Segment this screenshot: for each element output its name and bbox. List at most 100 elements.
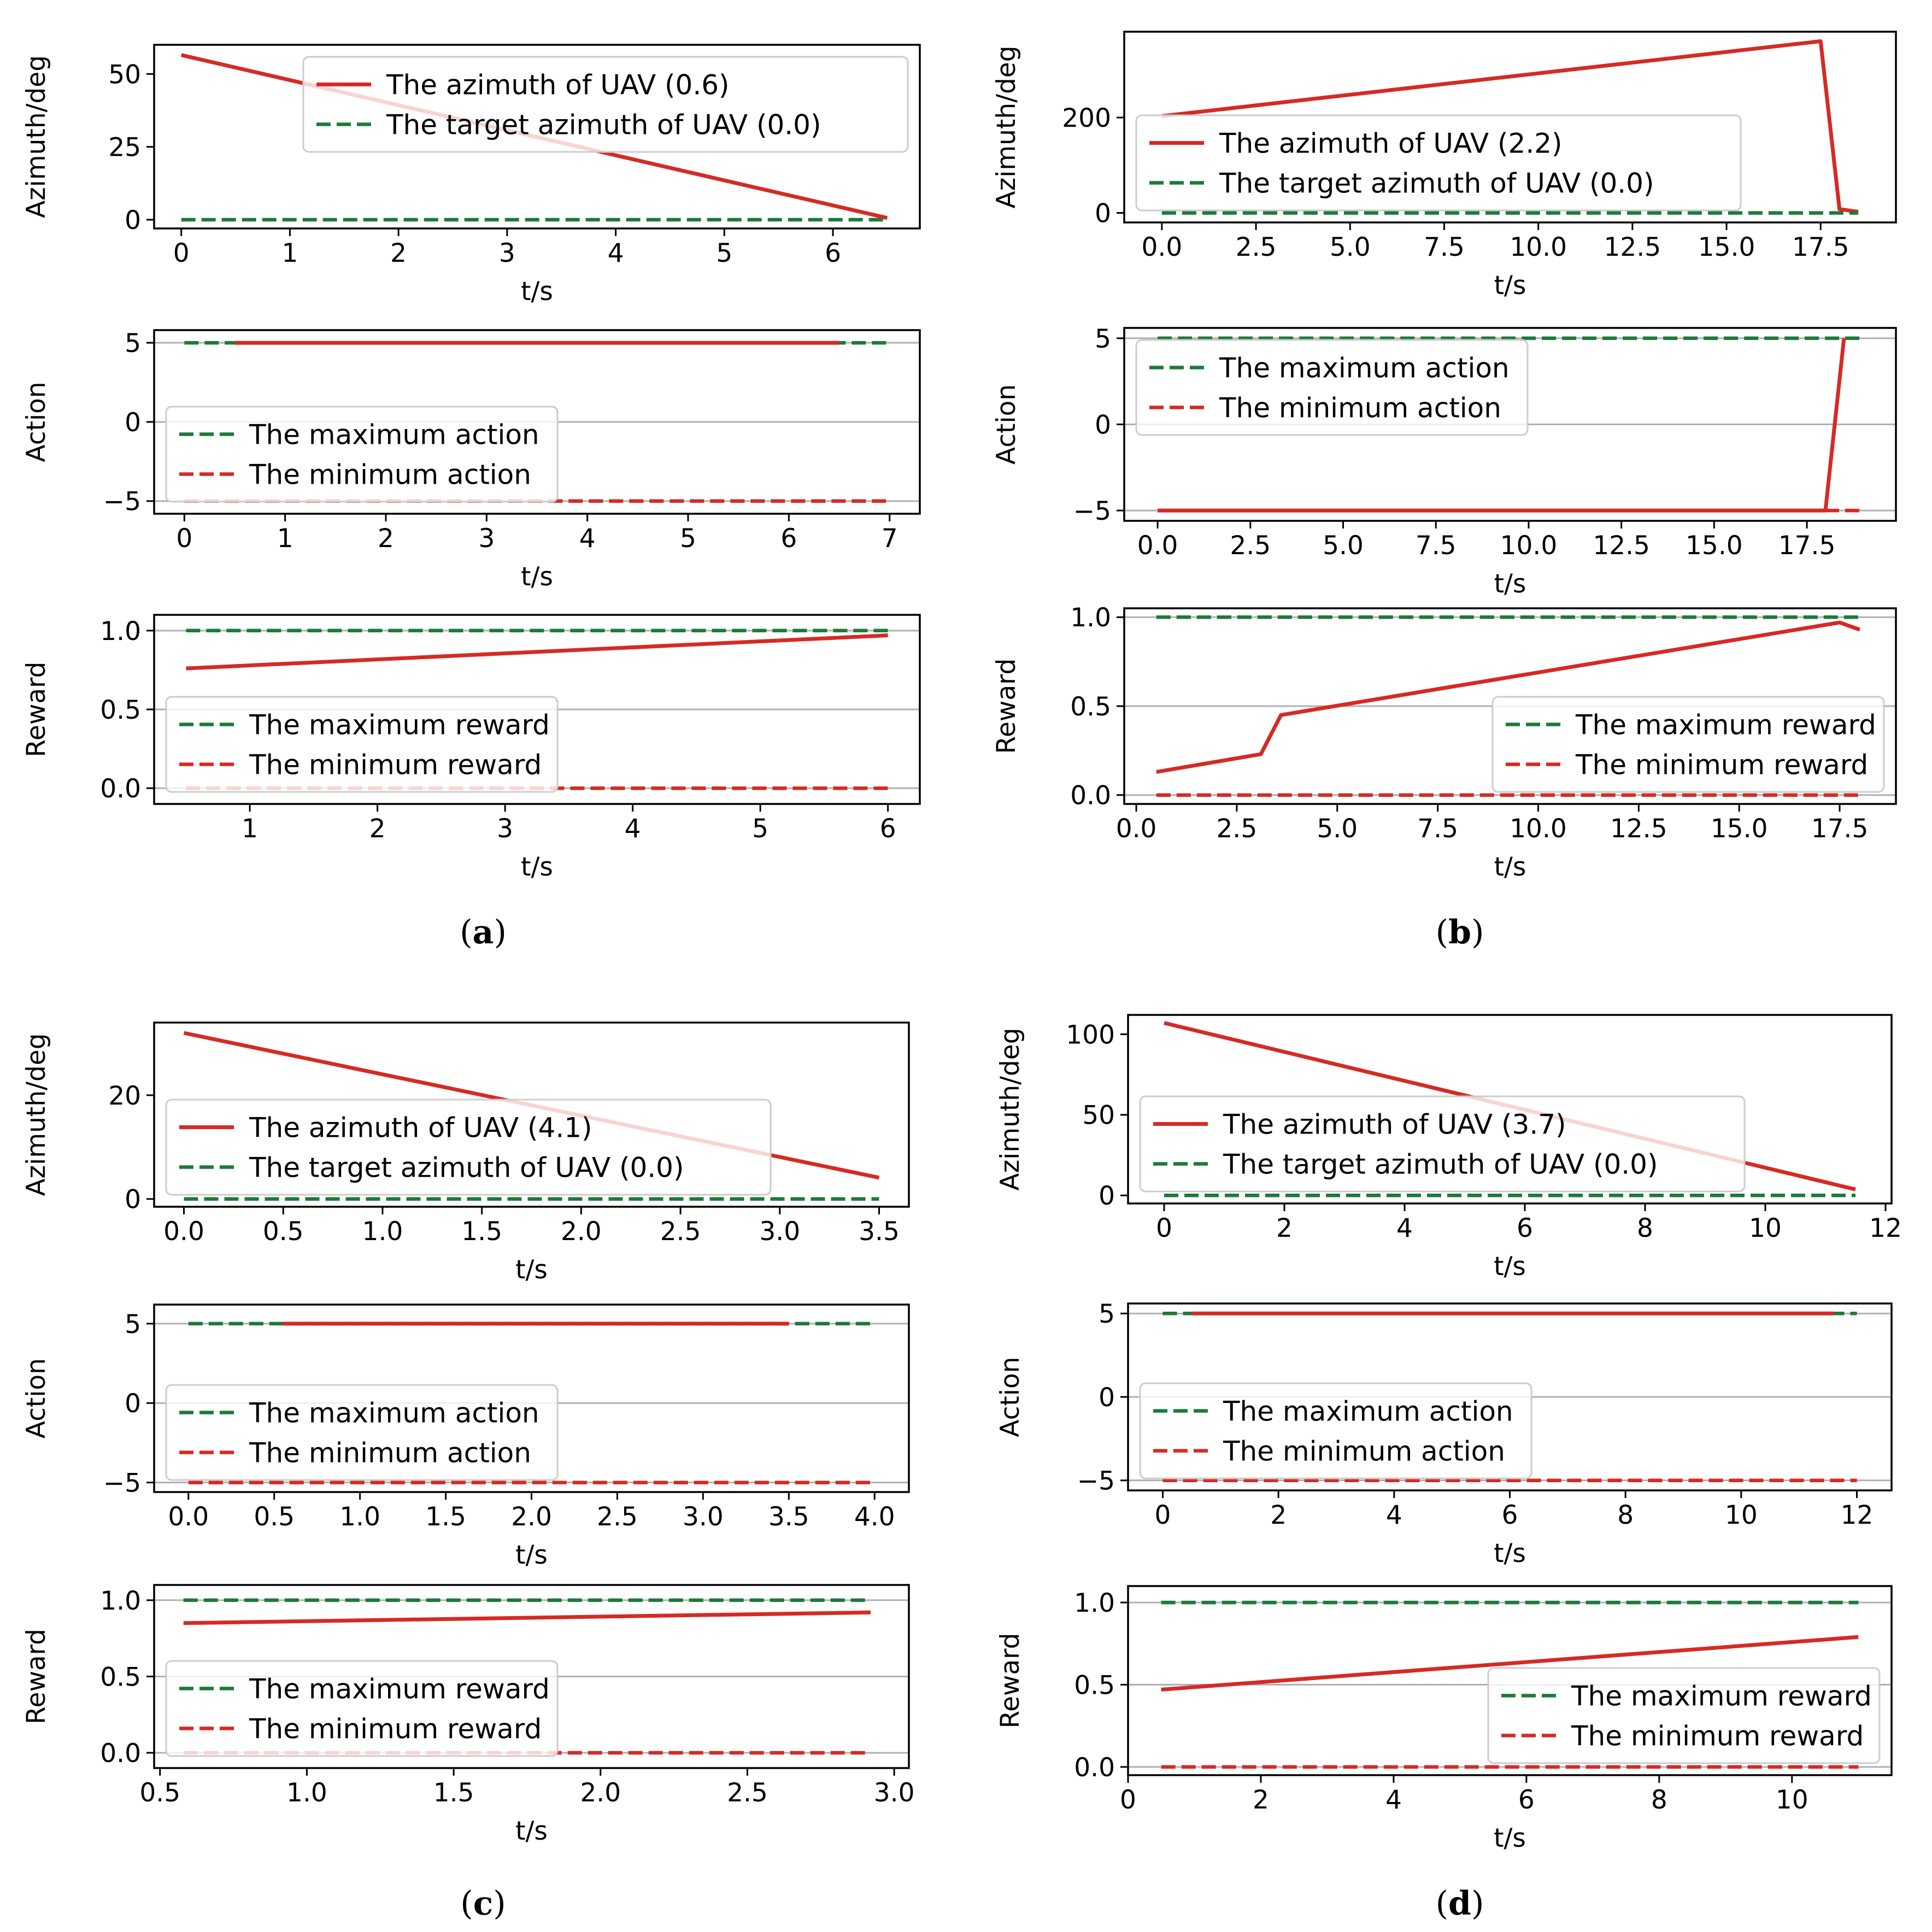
y-axis-label: Reward [21,661,51,757]
x-tick-label: 0.0 [163,1217,204,1247]
y-tick-label: 0.0 [1074,1753,1115,1783]
series-line-the-azimuth-of-uav-2-2 [1161,39,1859,214]
x-tick-label: 0.0 [1116,814,1157,844]
legend-box [165,406,559,503]
axes-frame [1127,1014,1893,1205]
y-axis-label: Action [21,381,51,462]
y-tick-label: 0 [125,1185,141,1215]
x-tick-label: 3.0 [759,1217,800,1247]
x-tick-label: 15.0 [1711,814,1768,844]
x-tick-label: 10.0 [1500,531,1558,561]
chart-a-reward: 1 2 3 4 5 6 0.0 0.5 1.0 t/s Reward The maximum rewa… [21,614,921,882]
legend-label: The minimum reward [1575,749,1868,781]
x-tick-label: 2.0 [561,1217,602,1247]
x-tick-label: 5 [680,524,696,554]
x-tick-label: 10 [1776,1785,1808,1815]
x-tick-label: 1.5 [433,1778,474,1808]
x-tick-label: 0.5 [139,1778,180,1808]
x-tick-label: 1.5 [461,1217,502,1247]
y-tick-label: 1.0 [1074,1588,1115,1618]
x-tick-label: 0 [1155,1500,1171,1530]
x-axis-label: t/s [1494,271,1526,301]
legend: The azimuth of UAV (0.6) The target azimu… [302,56,909,153]
legend-label: The minimum reward [249,749,542,781]
caption-letter: c [473,1884,494,1923]
x-tick-label: 8 [1637,1213,1653,1243]
y-axis-label: Reward [995,1632,1025,1728]
x-tick-label: 3.5 [859,1217,900,1247]
legend-box [165,696,559,793]
caption-open-paren: ( [460,913,472,952]
x-tick-label: 17.5 [1792,232,1849,262]
x-tick-label: 6 [825,238,841,268]
legend-box [1487,1667,1881,1764]
x-axis-label: t/s [1494,852,1526,882]
legend: The maximum reward The minimum reward [165,696,559,793]
x-tick-label: 0 [1156,1213,1172,1243]
x-tick-label: 2.5 [1230,531,1271,561]
x-tick-label: 10 [1749,1213,1782,1243]
x-tick-label: 1.0 [286,1778,327,1808]
captions-layer: (a) (b)(c) (d) [460,913,1484,1923]
chart-d-reward: 0 2 4 6 8 10 0.0 0.5 1.0 t/s Reward The maximum rew… [995,1585,1893,1853]
x-tick-label: 0 [173,238,190,268]
x-tick-label: 3 [499,238,515,268]
axes-frame [153,44,921,230]
y-axis-label: Azimuth/deg [21,1033,51,1196]
x-tick-label: 5 [752,814,768,844]
x-tick-label: 4 [1386,1500,1402,1530]
y-tick-label: −5 [103,487,141,517]
legend: The azimuth of UAV (3.7) The target azimu… [1139,1095,1746,1193]
legend-label: The minimum action [249,459,531,491]
legend: The azimuth of UAV (4.1) The target azimu… [165,1099,772,1196]
x-tick-label: 1 [242,814,258,844]
y-tick-label: 100 [1066,1020,1115,1050]
legend: The azimuth of UAV (2.2) The target azimu… [1135,114,1742,212]
x-tick-label: 7.5 [1416,531,1457,561]
x-tick-label: 6 [880,814,896,844]
x-tick-label: 6 [1518,1785,1535,1815]
legend-label: The maximum action [249,1397,539,1429]
x-tick-label: 8 [1617,1500,1634,1530]
legend-box [165,1099,772,1196]
x-tick-label: 2 [378,524,394,554]
x-tick-label: 4 [625,814,641,844]
caption-close-paren: ) [1471,913,1484,952]
y-axis-label: Action [21,1358,51,1438]
legend-label: The azimuth of UAV (0.6) [386,69,730,101]
x-tick-label: 12 [1869,1213,1902,1243]
caption-close-paren: ) [494,913,506,952]
x-tick-label: 0.5 [263,1217,304,1247]
x-tick-label: 2.5 [660,1217,701,1247]
y-tick-label: 5 [125,328,141,359]
legend-label: The maximum reward [1571,1681,1872,1712]
series-line-agent-trace [186,633,888,671]
y-tick-label: 0 [125,408,141,438]
x-tick-label: 15.0 [1686,531,1743,561]
series-line-agent-trace [1156,620,1860,774]
caption-close-paren: ) [493,1884,506,1923]
y-tick-label: 5 [1099,1299,1115,1329]
legend-label: The maximum reward [249,709,550,741]
y-tick-label: 25 [108,133,141,163]
x-tick-label: 0.0 [168,1502,209,1532]
x-tick-label: 0 [1120,1785,1136,1815]
y-tick-label: 200 [1062,103,1111,133]
x-axis-label: t/s [1494,1823,1526,1853]
caption-close-paren: ) [1471,1884,1484,1923]
x-tick-label: 0.0 [1142,232,1183,262]
y-tick-label: 5 [1095,324,1111,354]
x-tick-label: 5 [716,238,732,268]
y-axis-label: Azimuth/deg [995,1027,1025,1190]
y-tick-label: 0 [125,205,141,236]
legend-box [302,56,909,153]
y-tick-label: 0 [1099,1181,1115,1211]
x-tick-label: 6 [1502,1500,1518,1530]
legend: The maximum action The minimum action [1135,339,1529,436]
chart-b-azimuth: 0.0 2.5 5.0 7.5 10.0 12.5 15.0 17.5 0 200 t/s Azimu… [991,31,1897,301]
legend-label: The minimum action [249,1437,531,1469]
x-tick-label: 8 [1651,1785,1667,1815]
chart-c-action: 0.0 0.5 1.0 1.5 2.0 2.5 3.0 3.5 4.0 −5 0 5 t/s Action… [21,1303,910,1570]
y-tick-label: 1.0 [1070,603,1111,633]
